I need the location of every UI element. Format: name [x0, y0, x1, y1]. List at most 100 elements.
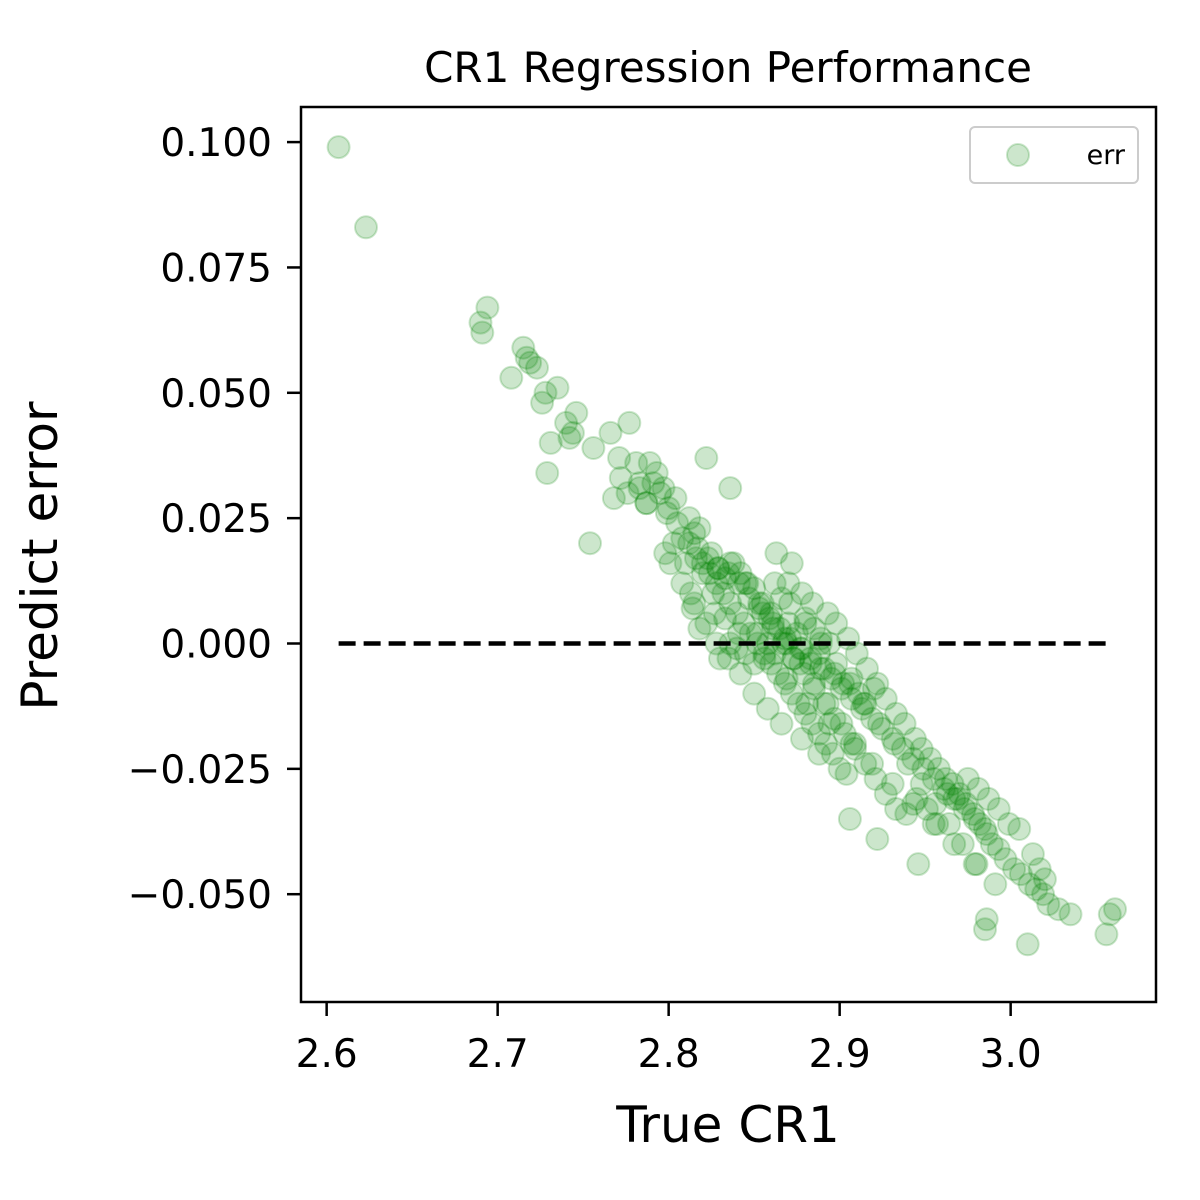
data-point [1007, 817, 1032, 841]
data-point [514, 345, 539, 370]
data-point [725, 601, 749, 626]
data-point [682, 591, 707, 616]
data-point [880, 726, 905, 751]
data-point [870, 716, 895, 741]
data-point [713, 566, 738, 591]
data-point [802, 676, 826, 701]
data-point [711, 581, 736, 606]
data-point [601, 486, 626, 511]
data-point [772, 671, 797, 696]
data-point [624, 451, 649, 475]
data-point [1008, 862, 1033, 887]
data-point [475, 295, 500, 320]
data-point [901, 746, 926, 771]
data-point [718, 476, 743, 501]
data-point [839, 686, 864, 711]
data-point [682, 521, 707, 546]
x-tick-label: 2.7 [467, 1032, 529, 1077]
data-point [976, 786, 1001, 811]
data-point [1058, 902, 1083, 927]
data-point [880, 771, 905, 796]
data-point [839, 666, 864, 691]
y-axis-label: Predict error [11, 401, 69, 711]
data-point [648, 481, 673, 506]
data-point [637, 451, 662, 475]
data-point [986, 837, 1011, 862]
data-point [819, 666, 844, 691]
data-point [1015, 932, 1040, 957]
data-point [663, 486, 688, 511]
data-point [781, 646, 806, 671]
data-point [807, 741, 832, 766]
data-point [1103, 897, 1127, 922]
data-point [867, 711, 891, 736]
data-point [656, 496, 681, 521]
data-point [952, 797, 977, 821]
data-point [694, 611, 719, 636]
data-point [974, 822, 999, 846]
data-point [873, 781, 898, 806]
data-point [627, 476, 652, 501]
data-point [933, 766, 958, 791]
data-point [853, 691, 878, 716]
data-point [955, 766, 980, 791]
data-point [904, 786, 929, 811]
data-point [702, 601, 727, 626]
legend-box [969, 126, 1139, 184]
legend-label: err [1087, 140, 1126, 171]
data-point [942, 832, 967, 857]
data-point [653, 541, 678, 566]
data-point [757, 606, 782, 631]
data-point [993, 847, 1018, 872]
data-point [918, 746, 943, 771]
data-point [776, 611, 801, 636]
data-point [906, 852, 931, 877]
data-point [731, 611, 756, 636]
data-point [894, 802, 919, 826]
data-point [793, 606, 818, 631]
data-point [677, 506, 702, 531]
data-point [560, 420, 585, 445]
data-point [932, 776, 956, 801]
data-point [687, 616, 712, 641]
data-point [814, 731, 838, 756]
data-point [759, 651, 784, 676]
data-point [733, 571, 758, 596]
data-point [824, 611, 849, 636]
data-point [844, 641, 869, 666]
data-point [654, 501, 679, 526]
data-point [817, 711, 842, 736]
data-point [843, 736, 867, 761]
data-point [718, 591, 743, 616]
data-point [354, 215, 378, 240]
data-point [607, 446, 632, 470]
data-point [860, 751, 885, 776]
data-point [884, 701, 909, 726]
data-point [808, 656, 833, 681]
data-point [670, 526, 695, 551]
data-point [967, 812, 992, 836]
data-point [608, 466, 633, 490]
data-point [706, 556, 731, 581]
data-point [538, 430, 563, 455]
data-point [892, 711, 917, 736]
data-point [846, 681, 871, 706]
data-point [790, 726, 814, 751]
data-point [564, 400, 589, 425]
data-point [697, 561, 722, 586]
data-point [766, 661, 791, 686]
data-point [1097, 902, 1122, 927]
data-point [791, 661, 816, 686]
data-point [966, 776, 991, 801]
data-point [837, 807, 862, 831]
data-point [824, 651, 849, 676]
data-point [853, 751, 878, 776]
data-point [578, 531, 602, 556]
x-tick-label: 2.8 [638, 1032, 700, 1077]
data-point [973, 917, 997, 942]
data-point [470, 320, 495, 345]
data-point [713, 606, 738, 631]
data-point [761, 616, 785, 641]
data-point [641, 471, 666, 496]
data-point [615, 481, 640, 506]
